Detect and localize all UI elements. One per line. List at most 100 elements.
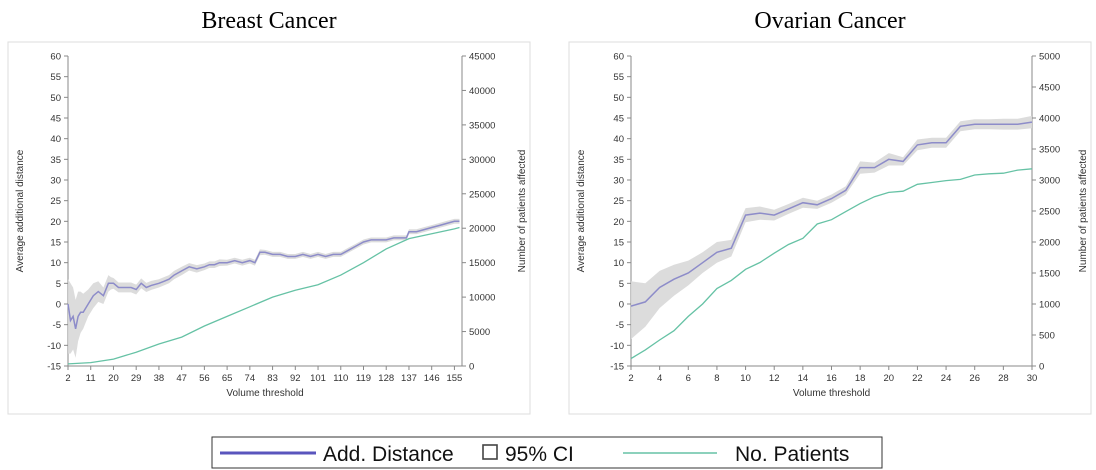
x-tick-label: 2 (65, 373, 70, 384)
left-tick-label: 15 (613, 238, 624, 249)
right-tick-label: 1000 (1039, 300, 1060, 311)
x-tick-label: 4 (657, 373, 662, 384)
patients-line (630, 168, 1033, 360)
x-tick-label: 110 (333, 373, 348, 384)
left-tick-label: 35 (50, 155, 61, 166)
left-tick-label: 35 (613, 155, 624, 166)
legend-label-patients: No. Patients (735, 443, 849, 466)
x-tick-label: 47 (176, 373, 187, 384)
left-tick-label: -10 (610, 341, 624, 352)
x-tick-label: 6 (686, 373, 691, 384)
x-tick-label: 119 (356, 373, 371, 384)
right-tick-label: 45000 (469, 52, 495, 63)
right-tick-label: 4000 (1039, 114, 1060, 125)
right-tick-label: 5000 (469, 327, 490, 338)
legend: Add. Distance 95% CI No. Patients (211, 436, 883, 469)
left-tick-label: 60 (613, 52, 624, 63)
x-axis-title: Volume threshold (793, 388, 870, 399)
right-tick-label: 2500 (1039, 207, 1060, 218)
left-tick-label: 30 (613, 176, 624, 187)
left-tick-label: 50 (613, 93, 624, 104)
left-tick-label: 30 (50, 176, 61, 187)
left-tick-label: 45 (613, 114, 624, 125)
x-tick-label: 2 (628, 373, 633, 384)
x-tick-label: 18 (855, 373, 866, 384)
x-tick-label: 101 (310, 373, 326, 384)
x-tick-label: 28 (998, 373, 1009, 384)
x-tick-label: 16 (826, 373, 837, 384)
right-tick-label: 40000 (469, 86, 495, 97)
left-tick-label: 10 (50, 258, 61, 269)
panel-title: Ovarian Cancer (754, 8, 905, 34)
left-tick-label: 20 (613, 217, 624, 228)
x-tick-label: 29 (131, 373, 142, 384)
x-tick-label: 92 (290, 373, 301, 384)
x-tick-label: 14 (798, 373, 809, 384)
x-tick-label: 20 (883, 373, 894, 384)
right-tick-label: 0 (469, 362, 474, 373)
x-tick-label: 128 (378, 373, 394, 384)
left-tick-label: 50 (50, 93, 61, 104)
x-tick-label: 24 (941, 373, 952, 384)
x-tick-label: 56 (199, 373, 210, 384)
right-tick-label: 5000 (1039, 52, 1060, 63)
left-tick-label: 45 (50, 114, 61, 125)
left-tick-label: 40 (50, 134, 61, 145)
x-tick-label: 74 (245, 373, 256, 384)
left-tick-label: -10 (47, 341, 61, 352)
left-tick-label: 55 (50, 72, 61, 83)
x-tick-label: 10 (740, 373, 751, 384)
x-tick-label: 155 (446, 373, 462, 384)
right-tick-label: 0 (1039, 362, 1044, 373)
legend-box (211, 436, 883, 469)
left-tick-label: 10 (613, 258, 624, 269)
right-axis-title: Number of patients affected (1078, 150, 1089, 273)
left-tick-label: 25 (613, 196, 624, 207)
right-tick-label: 20000 (469, 224, 495, 235)
left-tick-label: 0 (56, 300, 61, 311)
right-tick-label: 4500 (1039, 83, 1060, 94)
panel-title: Breast Cancer (201, 8, 336, 34)
distance-line (67, 220, 460, 329)
left-tick-label: 40 (613, 134, 624, 145)
left-tick-label: -5 (53, 320, 61, 331)
x-tick-label: 38 (154, 373, 165, 384)
x-tick-label: 137 (401, 373, 417, 384)
x-tick-label: 11 (86, 373, 96, 384)
left-tick-label: 5 (619, 279, 624, 290)
patients-line (67, 226, 460, 365)
left-tick-label: -15 (610, 362, 624, 373)
distance-line (630, 121, 1033, 307)
right-tick-label: 3000 (1039, 176, 1060, 187)
x-tick-label: 65 (222, 373, 233, 384)
x-tick-label: 26 (969, 373, 980, 384)
right-tick-label: 10000 (469, 293, 495, 304)
x-tick-label: 12 (769, 373, 780, 384)
right-tick-label: 2000 (1039, 238, 1060, 249)
right-tick-label: 15000 (469, 258, 495, 269)
left-axis-title: Average additional distance (576, 149, 587, 272)
right-tick-label: 25000 (469, 189, 495, 200)
right-tick-label: 35000 (469, 120, 495, 131)
x-axis-title: Volume threshold (226, 388, 303, 399)
left-tick-label: 20 (50, 217, 61, 228)
left-tick-label: 0 (619, 300, 624, 311)
legend-label-ci: 95% CI (505, 443, 574, 466)
x-tick-label: 83 (267, 373, 278, 384)
left-tick-label: 55 (613, 72, 624, 83)
legend-label-distance: Add. Distance (323, 443, 454, 466)
left-tick-label: -5 (616, 320, 624, 331)
panel-frame (568, 41, 1092, 415)
left-tick-label: 5 (56, 279, 61, 290)
x-tick-label: 22 (912, 373, 923, 384)
legend-swatch-ci (482, 444, 498, 460)
panel-frame (7, 41, 531, 415)
left-tick-label: 15 (50, 238, 61, 249)
right-tick-label: 3500 (1039, 145, 1060, 156)
chart-panel-ovarian-cancer: Ovarian Cancer-15-10-5051015202530354045… (568, 8, 1092, 415)
left-tick-label: 25 (50, 196, 61, 207)
left-axis-title: Average additional distance (15, 149, 26, 272)
x-tick-label: 8 (714, 373, 719, 384)
right-tick-label: 1500 (1039, 269, 1060, 280)
